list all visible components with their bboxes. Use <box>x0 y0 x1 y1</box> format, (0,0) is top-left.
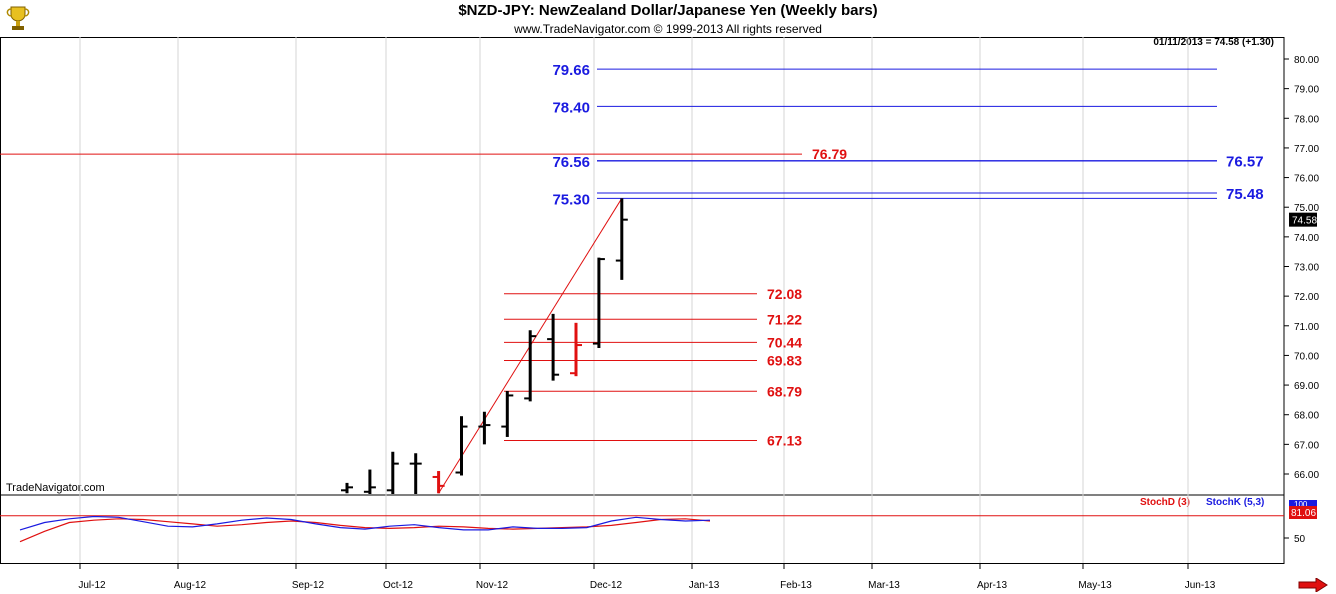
x-tick-label: May-13 <box>1078 580 1112 591</box>
red-fib-label: 69.83 <box>767 352 802 368</box>
y-tick-label: 73.00 <box>1294 263 1319 274</box>
y-tick-label: 74.00 <box>1294 233 1319 244</box>
trophy-icon <box>4 4 32 32</box>
y-tick-label: 75.00 <box>1294 203 1319 214</box>
y-tick-label: 80.00 <box>1294 55 1319 66</box>
resistance-label: 76.79 <box>812 146 847 162</box>
y-tick-label: 67.00 <box>1294 440 1319 451</box>
copyright-text: www.TradeNavigator.com © 1999-2013 All r… <box>514 22 822 36</box>
y-tick-label: 70.00 <box>1294 351 1319 362</box>
blue-fib-label: 79.66 <box>552 62 590 79</box>
x-tick-label: Aug-12 <box>174 580 207 591</box>
y-tick-label: 78.00 <box>1294 114 1319 125</box>
blue-fib-label: 75.30 <box>552 191 590 208</box>
stochk-line <box>19 515 711 531</box>
y-tick-label: 66.00 <box>1294 470 1319 481</box>
x-tick-label: Oct-12 <box>383 580 413 591</box>
red-fib-label: 71.22 <box>767 311 802 327</box>
last-quote: 01/11/2013 = 74.58 (+1.30) <box>1153 37 1274 48</box>
x-tick-label: Jul-12 <box>78 580 106 591</box>
price-badge-label: 74.58 <box>1292 216 1317 227</box>
level-labels: 76.79 79.66 78.40 76.56 75.30 76.57 75.48 72.08… <box>552 62 1263 448</box>
blue-fib-label-right: 75.48 <box>1226 186 1264 203</box>
blue-fib-label: 78.40 <box>552 99 590 116</box>
red-fib-label: 70.44 <box>767 334 802 350</box>
stoch-badge-label: 81.06 <box>1291 508 1316 519</box>
y-tick-label: 77.00 <box>1294 144 1319 155</box>
y-tick-label: 79.00 <box>1294 85 1319 96</box>
red-fib-label: 68.79 <box>767 383 802 399</box>
x-tick-label: Feb-13 <box>780 580 812 591</box>
x-tick-label: Mar-13 <box>868 580 900 591</box>
stochd-line <box>19 518 711 543</box>
chart-border <box>0 37 1285 564</box>
blue-fib-label: 76.56 <box>552 154 590 171</box>
y-tick-label: 68.00 <box>1294 411 1319 422</box>
y-axis: 66.00 67.00 68.00 69.00 70.00 71.00 72.00 73.00… <box>1284 55 1319 481</box>
stoch-badge <box>1289 506 1317 519</box>
red-fib-label: 72.08 <box>767 286 802 302</box>
gridlines <box>79 37 1189 563</box>
stochk-legend: StochK (5,3) <box>1206 497 1265 508</box>
stochd-legend: StochD (3) <box>1140 497 1190 508</box>
chart-frame <box>0 37 1285 564</box>
stoch-tick-label: 50 <box>1294 534 1306 545</box>
x-tick-label: Dec-12 <box>590 580 623 591</box>
red-fib-label: 67.13 <box>767 433 802 449</box>
ohlc-bars <box>341 198 628 494</box>
x-tick-label: Apr-13 <box>977 580 1007 591</box>
x-tick-label: Sep-12 <box>292 580 325 591</box>
stoch-badge-top <box>1289 500 1317 508</box>
blue-fib-label-right: 76.57 <box>1226 154 1264 171</box>
y-tick-label: 76.00 <box>1294 174 1319 185</box>
y-tick-label: 69.00 <box>1294 381 1319 392</box>
x-axis: Jul-12 Aug-12 Sep-12 Oct-12 Nov-12 Dec-12 Jan-… <box>78 563 1216 591</box>
y-tick-label: 71.00 <box>1294 322 1319 333</box>
fib-lines <box>0 68 1217 442</box>
price-badge <box>1289 212 1317 227</box>
chart-title: $NZD-JPY: NewZealand Dollar/Japanese Yen… <box>458 2 878 19</box>
x-tick-label: Jun-13 <box>1185 580 1216 591</box>
right-arrow-icon[interactable] <box>1298 578 1328 592</box>
x-tick-label: Jan-13 <box>689 580 720 591</box>
y-tick-label: 72.00 <box>1294 292 1319 303</box>
x-tick-label: Nov-12 <box>476 580 509 591</box>
stoch-badge-top-label: 100 <box>1294 500 1308 509</box>
